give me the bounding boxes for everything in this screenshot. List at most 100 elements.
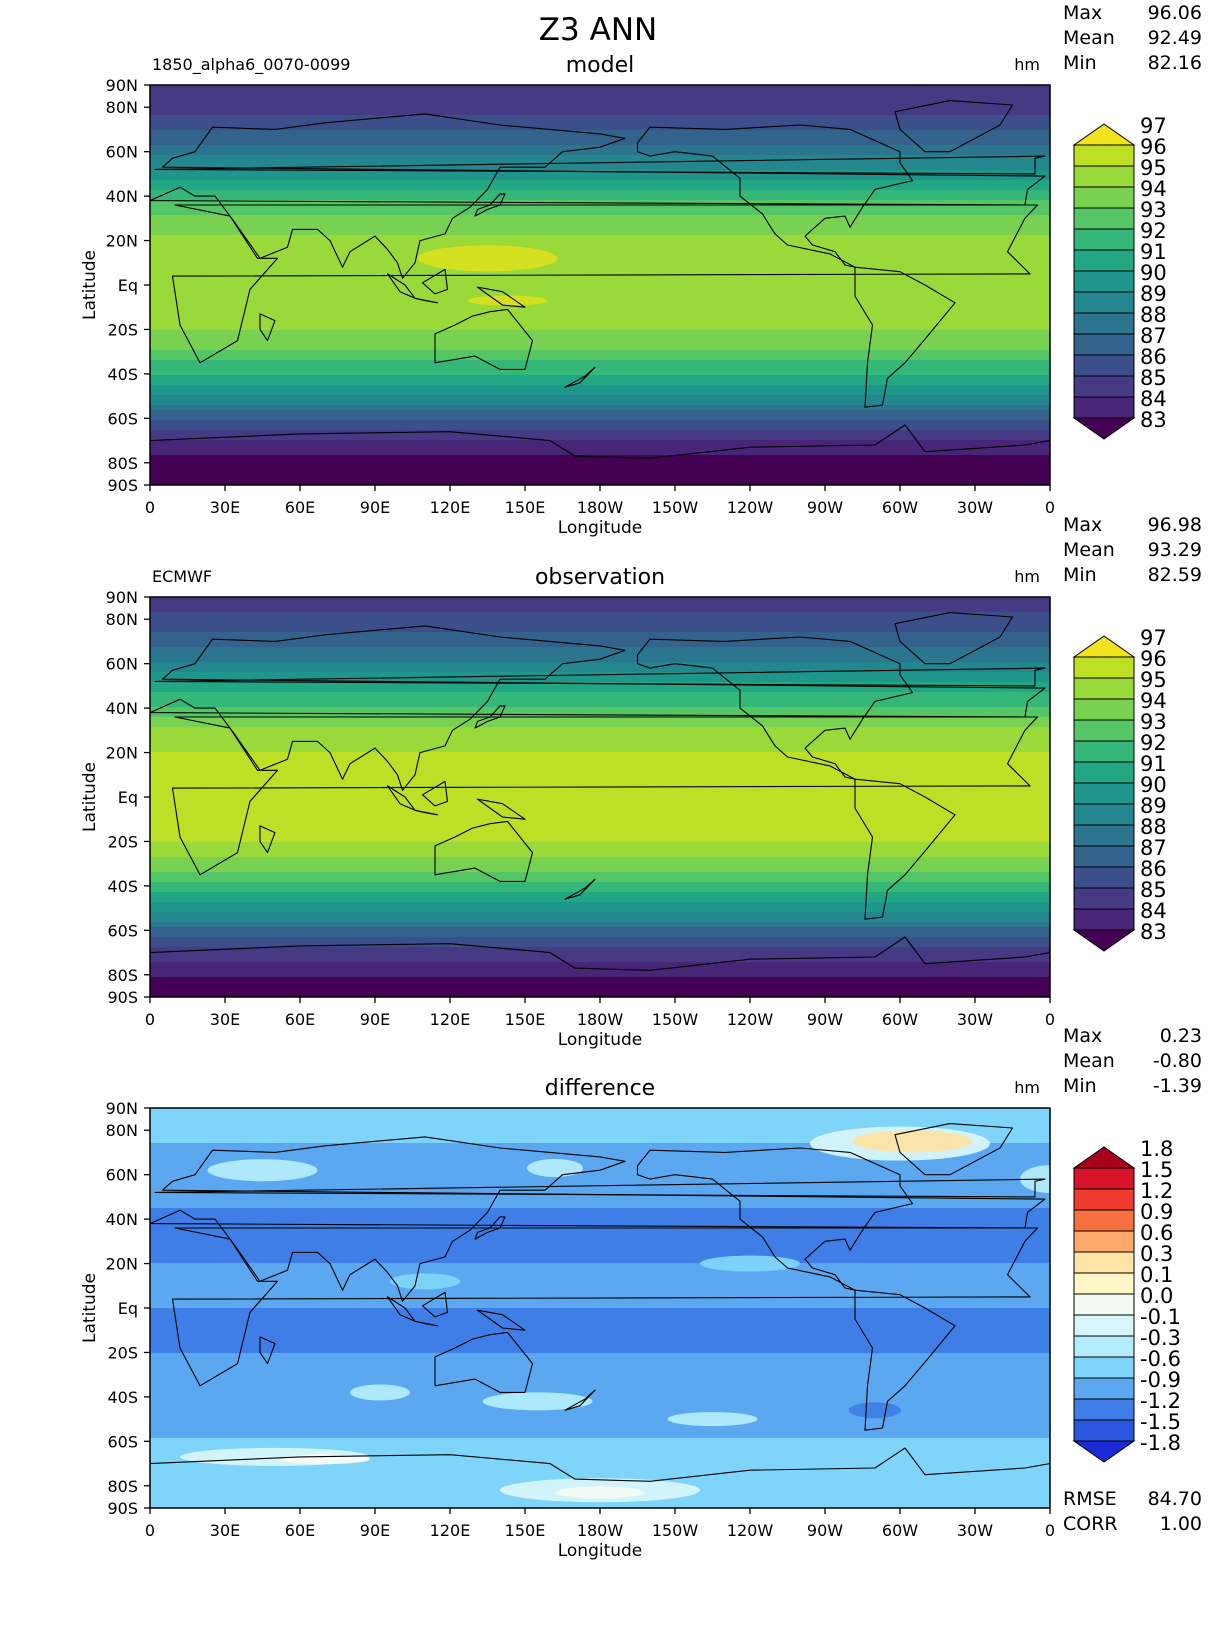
x-tick-label: 180W [577, 1521, 624, 1540]
contour-band [150, 270, 1050, 276]
contour-band [150, 1283, 1050, 1289]
x-tick-label: 0 [145, 1521, 155, 1540]
panel-left-title: 1850_alpha6_0070-0099 [152, 55, 350, 75]
contour-band [150, 1213, 1050, 1219]
contour-band [150, 1233, 1050, 1239]
contour-band [150, 782, 1050, 788]
y-tick-label: 90S [107, 988, 138, 1007]
colorbar-swatch [1073, 1209, 1135, 1232]
x-tick-label: 150W [652, 1010, 699, 1029]
colorbar-label: 84 [1140, 387, 1167, 411]
coastline [894, 612, 1014, 665]
colorbar-swatch [1073, 1377, 1135, 1400]
contour-band [150, 180, 1050, 186]
contour-band [150, 902, 1050, 908]
contour-band [150, 175, 1050, 181]
contour-band [150, 195, 1050, 201]
contour-band [150, 455, 1050, 461]
contour-band [150, 425, 1050, 431]
contour-band [150, 445, 1050, 451]
colorbar-label: 0.0 [1140, 1284, 1173, 1308]
contour-band [150, 1168, 1050, 1174]
contour-band [150, 345, 1050, 351]
contour-band [150, 415, 1050, 421]
colorbar-label: 96 [1140, 647, 1167, 671]
colorbar-label: 87 [1140, 324, 1167, 348]
stats-block: Max 0.23 Mean -0.80 Min -1.39 [1063, 1025, 1202, 1097]
contour-band [150, 1503, 1050, 1508]
colorbar-swatch [1073, 207, 1135, 230]
contour-band [150, 1123, 1050, 1129]
colorbar-label: 86 [1140, 345, 1167, 369]
contour-band [150, 480, 1050, 485]
colorbar-swatch [1073, 1188, 1135, 1211]
coastline [434, 820, 534, 882]
y-tick-label: 90N [106, 588, 138, 607]
coastline [421, 1291, 449, 1318]
stat-label: Max [1063, 514, 1102, 536]
colorbar-label: 90 [1140, 773, 1167, 797]
warm-pool-feature [417, 245, 558, 272]
difference-anomaly [527, 1159, 583, 1177]
y-tick-label: 80S [107, 966, 138, 985]
contour-band [150, 385, 1050, 391]
colorbar-label: 94 [1140, 177, 1167, 201]
contour-band [150, 817, 1050, 823]
panel-model: model 1850_alpha6_0070-0099 hm Max 96.06 Mean… [80, 2, 1202, 538]
x-tick-label: 60W [882, 498, 918, 517]
contour-band [150, 365, 1050, 371]
contour-band [150, 350, 1050, 356]
colorbar-top-triangle [1072, 635, 1136, 658]
units-label: hm [1014, 1078, 1040, 1097]
coastline [154, 667, 1046, 687]
coastline [476, 798, 526, 820]
contour-band [150, 1418, 1050, 1424]
contour-band [150, 1163, 1050, 1169]
colorbar-label: 91 [1140, 240, 1167, 264]
contour-band [150, 235, 1050, 241]
colorbar-label: 95 [1140, 668, 1167, 692]
contour-band [150, 657, 1050, 663]
contour-band [150, 105, 1050, 111]
footer-stat-value: 1.00 [1160, 1513, 1202, 1535]
contour-band [150, 1193, 1050, 1199]
colorbar-top-triangle [1072, 123, 1136, 146]
y-tick-label: 60S [107, 409, 138, 428]
y-tick-label: 40S [107, 877, 138, 896]
contour-band [150, 190, 1050, 196]
contour-band [150, 215, 1050, 221]
contour-band [150, 882, 1050, 888]
colorbar-bottom-triangle [1072, 929, 1136, 952]
coastline [150, 1136, 1046, 1302]
colorbar-label: 94 [1140, 689, 1167, 713]
contour-band [150, 1118, 1050, 1124]
contour-band [150, 1363, 1050, 1369]
colorbar-swatch [1073, 824, 1135, 847]
contour-band [150, 747, 1050, 753]
contour-band [150, 320, 1050, 326]
contour-band [150, 185, 1050, 191]
colorbar-label: 0.9 [1140, 1200, 1173, 1224]
contour-band [150, 612, 1050, 618]
stat-label: Mean [1063, 1050, 1115, 1072]
contour-band [150, 435, 1050, 441]
contour-band [150, 1143, 1050, 1149]
contour-band [150, 867, 1050, 873]
x-tick-label: 120W [727, 498, 774, 517]
x-tick-label: 30W [957, 1521, 993, 1540]
contour-band [150, 1293, 1050, 1299]
stat-label: Mean [1063, 27, 1115, 49]
x-tick-label: 60E [285, 498, 315, 517]
panel-title: model [566, 53, 635, 78]
contour-band [150, 390, 1050, 396]
contour-band [150, 330, 1050, 336]
colorbar-label: 90 [1140, 261, 1167, 285]
contour-band [150, 687, 1050, 693]
contour-band [150, 1278, 1050, 1284]
x-tick-label: 30W [957, 1010, 993, 1029]
contour-band [150, 1188, 1050, 1194]
contour-band [150, 602, 1050, 608]
coastline [421, 268, 449, 295]
colorbar-label: 1.2 [1140, 1179, 1173, 1203]
